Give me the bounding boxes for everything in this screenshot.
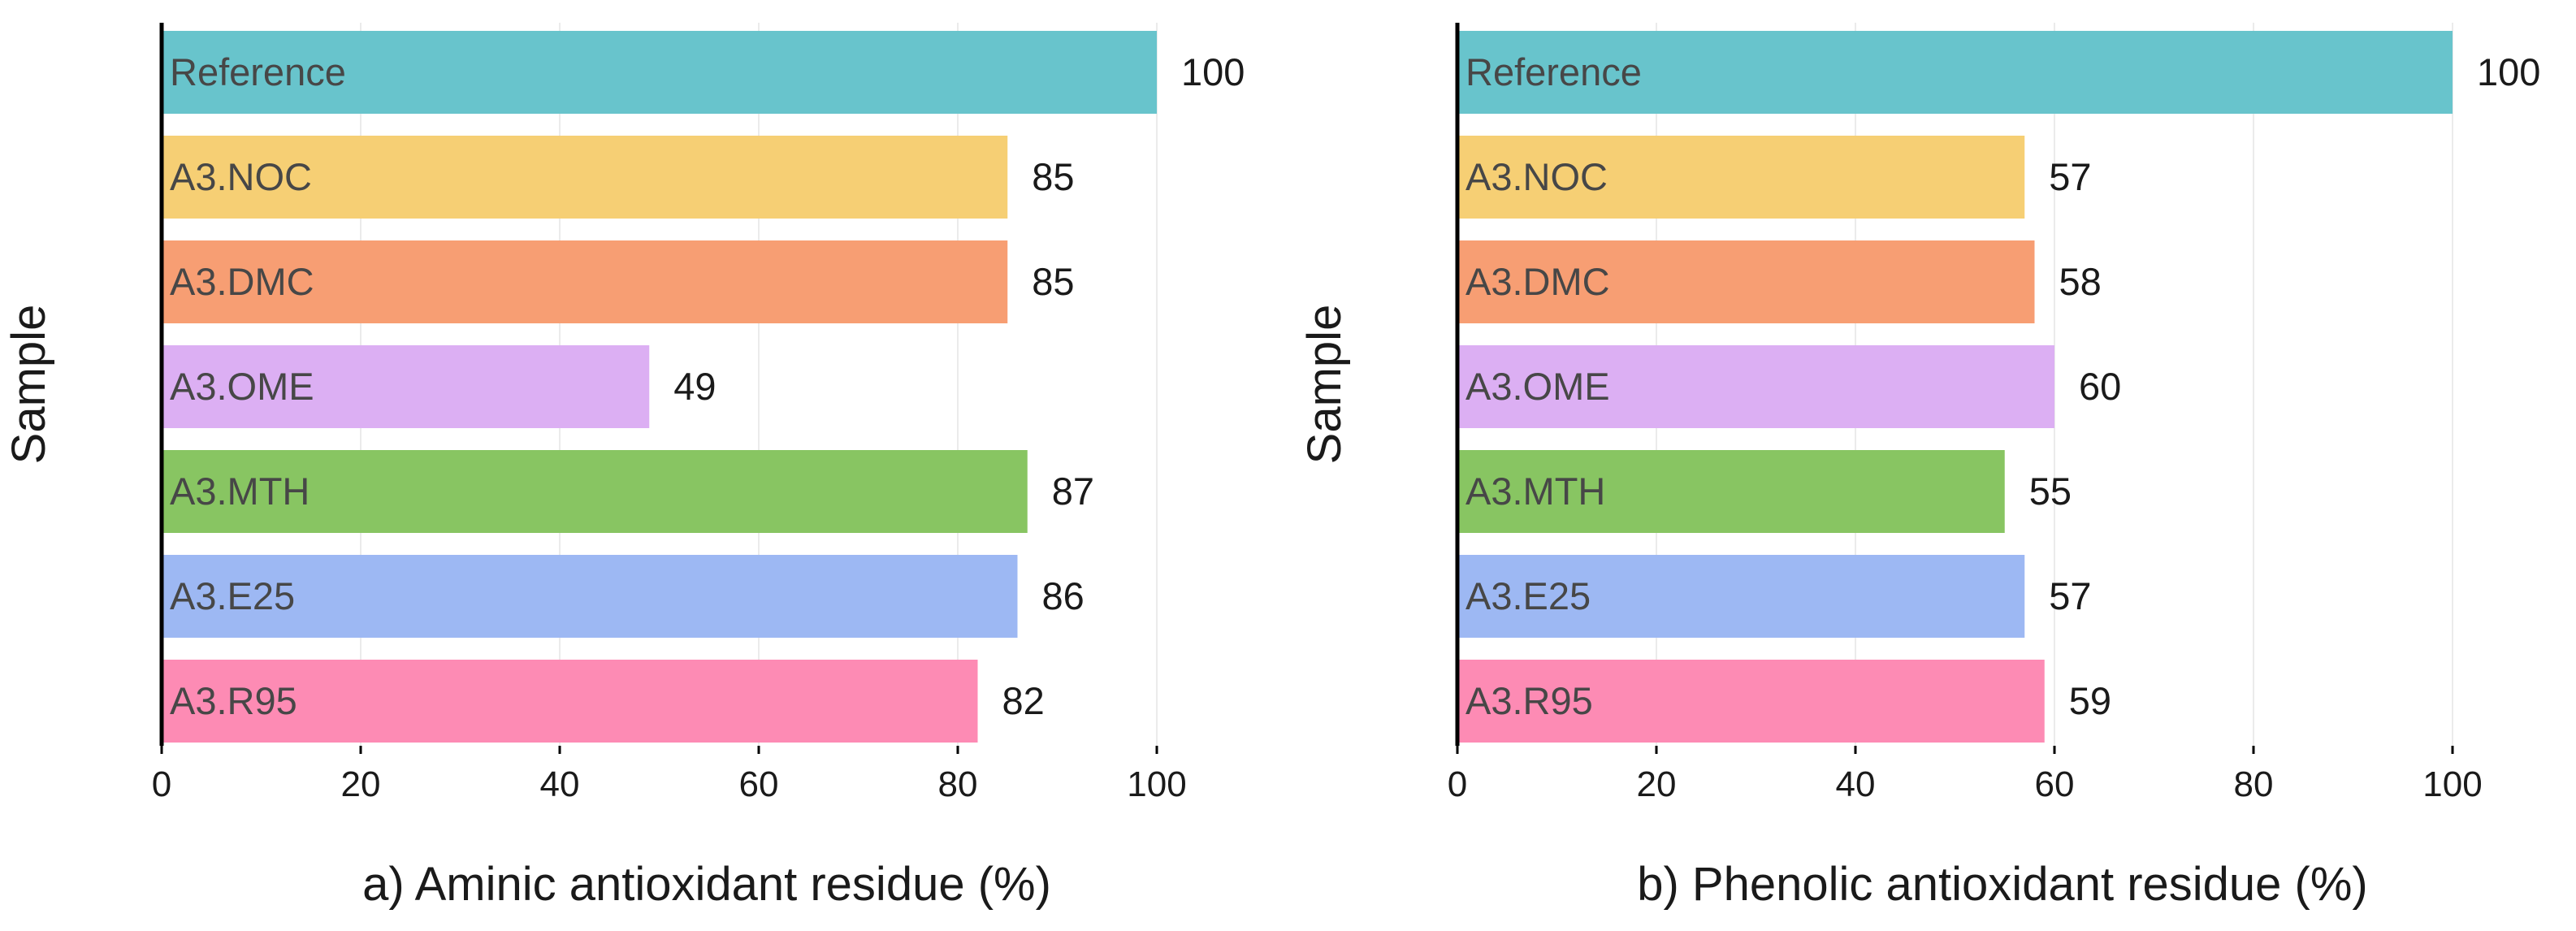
data-label: 57 [2049, 574, 2091, 617]
x-tick-label: 20 [1637, 764, 1677, 804]
category-label: A3.MTH [1466, 470, 1605, 513]
chart-panel-b: Reference 100 A3.NOC 57 A3.DMC 58 A3.OME 60 A3.M… [1298, 23, 2540, 911]
bar [1457, 345, 2054, 428]
bar [1457, 31, 2453, 114]
bar [162, 31, 1157, 114]
bar [162, 136, 1008, 219]
x-tick-label: 40 [1836, 764, 1876, 804]
data-label: 55 [2029, 470, 2072, 513]
x-tick-label: 0 [1448, 764, 1467, 804]
bar [1457, 240, 2035, 323]
data-label: 87 [1052, 470, 1094, 513]
category-label: A3.NOC [170, 155, 312, 198]
x-tick-label: 20 [341, 764, 381, 804]
data-label: 58 [2059, 260, 2102, 303]
data-label: 100 [1181, 50, 1245, 93]
category-label: A3.E25 [1466, 574, 1591, 617]
category-label: A3.R95 [1466, 679, 1593, 722]
category-label: A3.OME [170, 365, 314, 408]
category-label: A3.MTH [170, 470, 310, 513]
bar [1457, 450, 2005, 533]
category-label: A3.NOC [1466, 155, 1608, 198]
x-tick-label: 0 [152, 764, 171, 804]
data-label: 85 [1032, 260, 1074, 303]
chart-panel-a: Reference 100 A3.NOC 85 A3.DMC 85 A3.OME 49 A3.M… [2, 23, 1245, 911]
x-tick-label: 80 [938, 764, 978, 804]
data-label: 86 [1042, 574, 1085, 617]
data-label: 57 [2049, 155, 2091, 198]
data-label: 49 [673, 365, 716, 408]
category-label: A3.E25 [170, 574, 295, 617]
data-label: 100 [2477, 50, 2540, 93]
bar [162, 240, 1008, 323]
data-label: 85 [1032, 155, 1074, 198]
bar [1457, 660, 2045, 743]
data-label: 82 [1002, 679, 1045, 722]
x-tick-label: 60 [739, 764, 779, 804]
x-axis-title: a) Aminic antioxidant residue (%) [362, 858, 1051, 911]
data-label: 60 [2079, 365, 2121, 408]
bar [162, 345, 650, 428]
category-label: A3.R95 [170, 679, 297, 722]
x-tick-label: 100 [1127, 764, 1186, 804]
x-tick-label: 100 [2422, 764, 2482, 804]
x-tick-label: 40 [540, 764, 580, 804]
bar [162, 660, 978, 743]
category-label: Reference [170, 50, 346, 93]
y-axis-title: Sample [1298, 305, 1351, 465]
data-label: 59 [2069, 679, 2111, 722]
bar [1457, 136, 2025, 219]
category-label: A3.DMC [1466, 260, 1610, 303]
bar [162, 450, 1028, 533]
y-axis-title: Sample [2, 305, 55, 465]
bar [162, 555, 1018, 638]
category-label: A3.OME [1466, 365, 1610, 408]
x-tick-label: 80 [2234, 764, 2274, 804]
x-tick-label: 60 [2035, 764, 2075, 804]
x-axis-title: b) Phenolic antioxidant residue (%) [1637, 858, 2367, 911]
bar [1457, 555, 2025, 638]
category-label: Reference [1466, 50, 1642, 93]
category-label: A3.DMC [170, 260, 314, 303]
